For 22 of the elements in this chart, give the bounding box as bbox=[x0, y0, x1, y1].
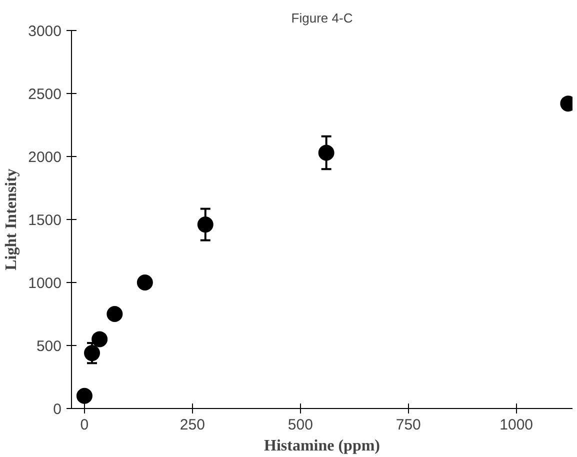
y-tick-label: 3000 bbox=[28, 23, 62, 40]
x-tick-label: 1000 bbox=[500, 416, 534, 434]
point bbox=[106, 306, 123, 322]
y-tick-label: 2000 bbox=[28, 149, 62, 166]
y-axis-title: Light Intensity bbox=[3, 168, 20, 270]
chart-title: Figure 4-C bbox=[291, 10, 353, 26]
point bbox=[136, 274, 153, 290]
y-tick-label: 500 bbox=[36, 338, 62, 355]
point bbox=[76, 388, 92, 404]
y-tick-label: 2500 bbox=[28, 86, 62, 103]
x-tick-label: 750 bbox=[396, 416, 421, 434]
x-tick-label: 250 bbox=[180, 416, 205, 434]
point bbox=[197, 216, 214, 233]
y-tick-label: 0 bbox=[53, 401, 62, 418]
point bbox=[84, 345, 100, 362]
y-tick-label: 1500 bbox=[28, 212, 62, 229]
x-tick-label: 0 bbox=[80, 416, 89, 434]
x-axis-title: Histamine (ppm) bbox=[264, 438, 380, 454]
x-tick-label: 500 bbox=[288, 416, 313, 434]
point bbox=[318, 144, 334, 161]
point bbox=[92, 331, 108, 348]
y-tick-label: 1000 bbox=[28, 275, 62, 292]
